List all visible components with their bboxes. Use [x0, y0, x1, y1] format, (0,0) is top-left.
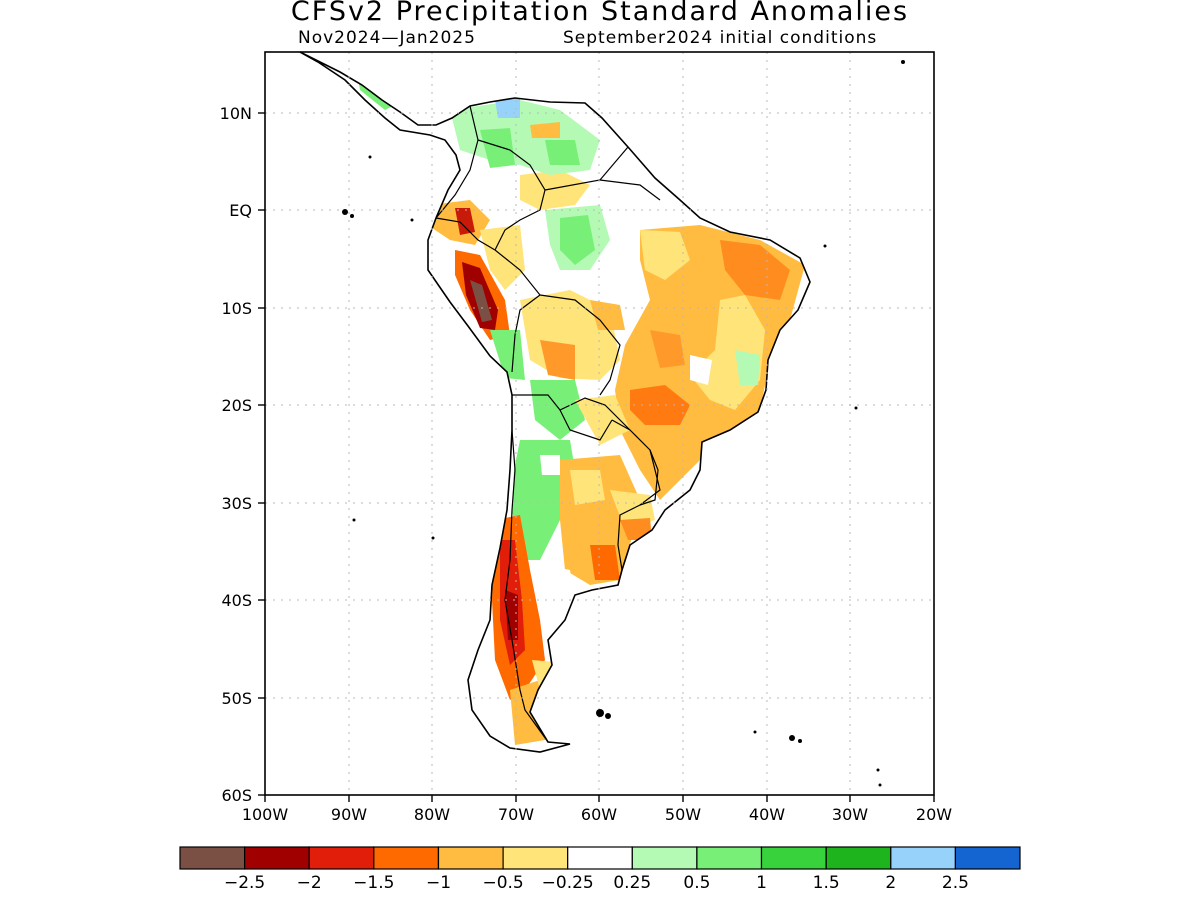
- map-title: CFSv2 Precipitation Standard Anomalies: [290, 0, 910, 27]
- lon-label-60w: 60W: [581, 805, 617, 824]
- colorbar-swatch: [567, 846, 633, 870]
- lon-label-80w: 80W: [414, 805, 450, 824]
- colorbar-label: −1: [426, 873, 451, 893]
- islands: [342, 60, 905, 787]
- lat-label-50s: 50S: [221, 689, 252, 708]
- forecast-period: Nov2024—Jan2025: [298, 28, 476, 48]
- colorbar-swatch: [825, 846, 892, 870]
- axis-ticks: [258, 112, 935, 802]
- lon-label-90w: 90W: [331, 805, 367, 824]
- colorbar-swatch: [437, 846, 504, 870]
- colorbar-swatch: [373, 846, 439, 870]
- lat-label-40s: 40S: [221, 591, 252, 610]
- lon-labels: 100W 90W 80W 70W 60W 50W 40W 30W 20W: [242, 805, 952, 824]
- lat-label-10n: 10N: [220, 104, 252, 123]
- colorbar-label: 2: [885, 873, 896, 893]
- colorbar-swatch: [308, 846, 375, 870]
- colorbar-swatch: [502, 846, 569, 870]
- lon-label-50w: 50W: [665, 805, 701, 824]
- colorbar-label: 1.5: [813, 873, 840, 893]
- colorbar-swatch: [954, 846, 1021, 870]
- colorbar-swatch: [890, 846, 956, 870]
- lat-label-30s: 30S: [221, 494, 252, 513]
- lon-label-40w: 40W: [749, 805, 785, 824]
- colorbar-label: −2.5: [224, 873, 265, 893]
- colorbar-swatch: [631, 846, 698, 870]
- colorbar: −2.5 −2 −1.5 −1 −0.5 −0.25 0.25 0.5 1 1.…: [179, 846, 1021, 893]
- colorbar-swatch: [179, 846, 246, 870]
- lon-label-30w: 30W: [832, 805, 868, 824]
- lon-label-100w: 100W: [242, 805, 289, 824]
- colorbar-swatch: [760, 846, 827, 870]
- lat-label-20s: 20S: [221, 396, 252, 415]
- colorbar-label: 0.25: [613, 873, 651, 893]
- lat-labels: 10N EQ 10S 20S 30S 40S 50S 60S: [220, 104, 252, 805]
- lon-label-20w: 20W: [916, 805, 952, 824]
- lat-label-60s: 60S: [221, 786, 252, 805]
- initial-conditions: September2024 initial conditions: [563, 28, 878, 48]
- lat-label-10s: 10S: [221, 299, 252, 318]
- colorbar-label: −0.5: [482, 873, 523, 893]
- colorbar-label: −1.5: [353, 873, 394, 893]
- colorbar-label: −0.25: [542, 873, 594, 893]
- colorbar-label: 0.5: [683, 873, 710, 893]
- colorbar-label: 1: [756, 873, 767, 893]
- colorbar-label: 2.5: [942, 873, 969, 893]
- colorbar-swatch: [244, 846, 310, 870]
- lat-label-eq: EQ: [229, 201, 252, 220]
- lon-label-70w: 70W: [498, 805, 534, 824]
- colorbar-swatch: [696, 846, 763, 870]
- colorbar-label: −2: [297, 873, 322, 893]
